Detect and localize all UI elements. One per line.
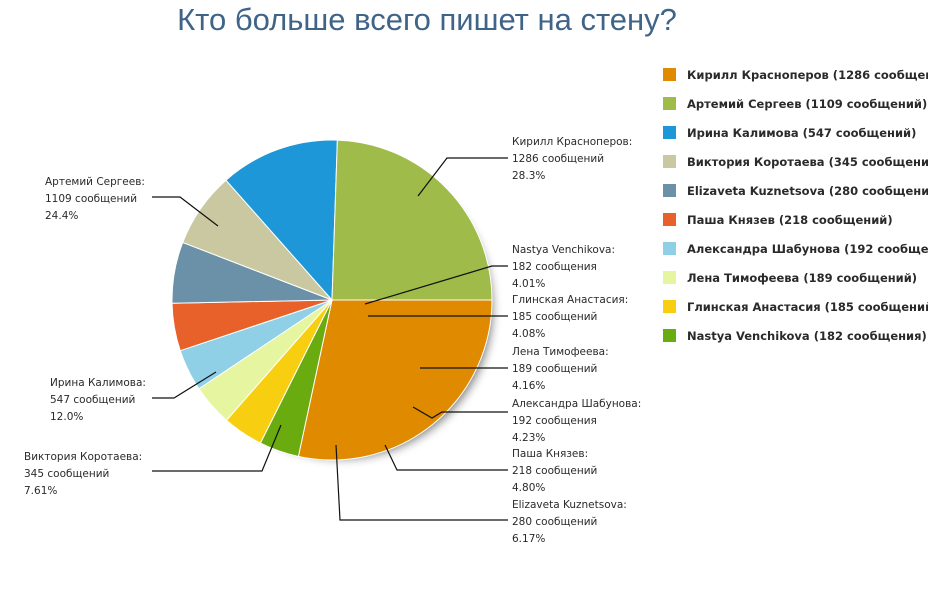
callout-глинская-анастасия: Глинская Анастасия: 185 сообщений 4.08%	[512, 294, 628, 340]
callout-line: 4.23%	[512, 432, 545, 444]
legend-item-виктория-коротаева: Виктория Коротаева (345 сообщений)	[663, 147, 928, 176]
callout-line: 280 сообщений	[512, 516, 597, 528]
leader-line-ирина-калимова	[152, 371, 217, 399]
callout-line: Лена Тимофеева:	[512, 346, 609, 358]
callout-line: 185 сообщений	[512, 311, 597, 323]
callout-line: 4.01%	[512, 278, 545, 290]
callout-кирилл-красноперов: Кирилл Красноперов: 1286 сообщений 28.3%	[512, 136, 632, 182]
leader-line-паша-князев	[384, 444, 508, 471]
callout-александра-шабунова: Александра Шабунова: 192 сообщения 4.23%	[512, 398, 641, 444]
callout-line: Nastya Venchikova:	[512, 244, 615, 256]
leader-line-виктория-коротаева	[152, 424, 282, 472]
leader-line-артемий-сергеев	[152, 196, 219, 227]
callout-elizaveta-kuznetsova: Elizaveta Kuznetsova: 280 сообщений 6.17%	[512, 499, 627, 545]
callout-line: 547 сообщений	[50, 394, 135, 406]
legend-label: Лена Тимофеева (189 сообщений)	[687, 270, 918, 285]
legend-swatch	[663, 126, 676, 139]
legend-label: Александра Шабунова (192 сообщения)	[687, 241, 928, 256]
callout-паша-князев: Паша Князев: 218 сообщений 4.80%	[512, 448, 597, 494]
legend-swatch	[663, 184, 676, 197]
legend: Кирилл Красноперов (1286 сообщений) Артем…	[663, 60, 928, 350]
callout-line: Александра Шабунова:	[512, 398, 641, 410]
callout-line: 182 сообщения	[512, 261, 597, 273]
pie-slice-кирилл-красноперов	[297, 299, 493, 461]
chart-title: Кто больше всего пишет на стену?	[177, 2, 677, 37]
legend-swatch	[663, 213, 676, 226]
callout-line: Глинская Анастасия:	[512, 294, 628, 306]
legend-item-александра-шабунова: Александра Шабунова (192 сообщения)	[663, 234, 928, 263]
legend-item-nastya-venchikova: Nastya Venchikova (182 сообщения)	[663, 321, 928, 350]
callout-line: 28.3%	[512, 170, 545, 182]
callout-leader-lines	[152, 157, 508, 521]
callout-line: Виктория Коротаева:	[24, 451, 142, 463]
callout-line: Артемий Сергеев:	[45, 176, 145, 188]
pie-slices	[171, 139, 493, 461]
legend-label: Ирина Калимова (547 сообщений)	[687, 125, 917, 140]
callout-line: 4.16%	[512, 380, 545, 392]
legend-swatch	[663, 97, 676, 110]
legend-label: Артемий Сергеев (1109 сообщений)	[687, 96, 928, 111]
callout-line: 12.0%	[50, 411, 83, 423]
leader-line-кирилл-красноперов	[417, 157, 508, 197]
pie-slice-ирина-калимова	[225, 139, 338, 302]
leader-line-nastya-venchikova	[364, 265, 508, 305]
legend-label: Кирилл Красноперов (1286 сообщений)	[687, 67, 928, 82]
leader-line-александра-шабунова	[412, 406, 508, 419]
callout-line: 192 сообщения	[512, 415, 597, 427]
callout-line: 24.4%	[45, 210, 78, 222]
legend-item-глинская-анастасия: Глинская Анастасия (185 сообщений)	[663, 292, 928, 321]
callout-line: 4.08%	[512, 328, 545, 340]
callout-line: 6.17%	[512, 533, 545, 545]
callout-line: 1286 сообщений	[512, 153, 604, 165]
callout-line: Кирилл Красноперов:	[512, 136, 632, 148]
callout-line: Elizaveta Kuznetsova:	[512, 499, 627, 511]
legend-swatch	[663, 300, 676, 313]
legend-label: Паша Князев (218 сообщений)	[687, 212, 893, 227]
callout-line: 345 сообщений	[24, 468, 109, 480]
callout-ирина-калимова: Ирина Калимова: 547 сообщений 12.0%	[50, 377, 146, 423]
callout-line: 4.80%	[512, 482, 545, 494]
legend-label: Nastya Venchikova (182 сообщения)	[687, 328, 927, 343]
callout-виктория-коротаева: Виктория Коротаева: 345 сообщений 7.61%	[24, 451, 142, 497]
callout-labels: Кирилл Красноперов: 1286 сообщений 28.3% Na…	[24, 136, 641, 545]
legend-item-кирилл-красноперов: Кирилл Красноперов (1286 сообщений)	[663, 60, 928, 89]
callout-line: 189 сообщений	[512, 363, 597, 375]
legend-item-артемий-сергеев: Артемий Сергеев (1109 сообщений)	[663, 89, 928, 118]
legend-item-elizaveta-kuznetsova: Elizaveta Kuznetsova (280 сообщений)	[663, 176, 928, 205]
callout-line: Паша Князев:	[512, 448, 588, 460]
legend-swatch	[663, 271, 676, 284]
callout-артемий-сергеев: Артемий Сергеев: 1109 сообщений 24.4%	[45, 176, 145, 222]
legend-swatch	[663, 68, 676, 81]
callout-лена-тимофеева: Лена Тимофеева: 189 сообщений 4.16%	[512, 346, 609, 392]
legend-item-паша-князев: Паша Князев (218 сообщений)	[663, 205, 928, 234]
legend-label: Глинская Анастасия (185 сообщений)	[687, 299, 928, 314]
legend-label: Elizaveta Kuznetsova (280 сообщений)	[687, 183, 928, 198]
legend-item-лена-тимофеева: Лена Тимофеева (189 сообщений)	[663, 263, 928, 292]
pie-slice-артемий-сергеев	[331, 139, 493, 301]
legend-item-ирина-калимова: Ирина Калимова (547 сообщений)	[663, 118, 928, 147]
leader-line-elizaveta-kuznetsova	[335, 444, 508, 521]
callout-nastya-venchikova: Nastya Venchikova: 182 сообщения 4.01%	[512, 244, 615, 290]
callout-line: Ирина Калимова:	[50, 377, 146, 389]
legend-swatch	[663, 155, 676, 168]
callout-line: 7.61%	[24, 485, 57, 497]
legend-swatch	[663, 329, 676, 342]
legend-label: Виктория Коротаева (345 сообщений)	[687, 154, 928, 169]
callout-line: 218 сообщений	[512, 465, 597, 477]
legend-swatch	[663, 242, 676, 255]
callout-line: 1109 сообщений	[45, 193, 137, 205]
